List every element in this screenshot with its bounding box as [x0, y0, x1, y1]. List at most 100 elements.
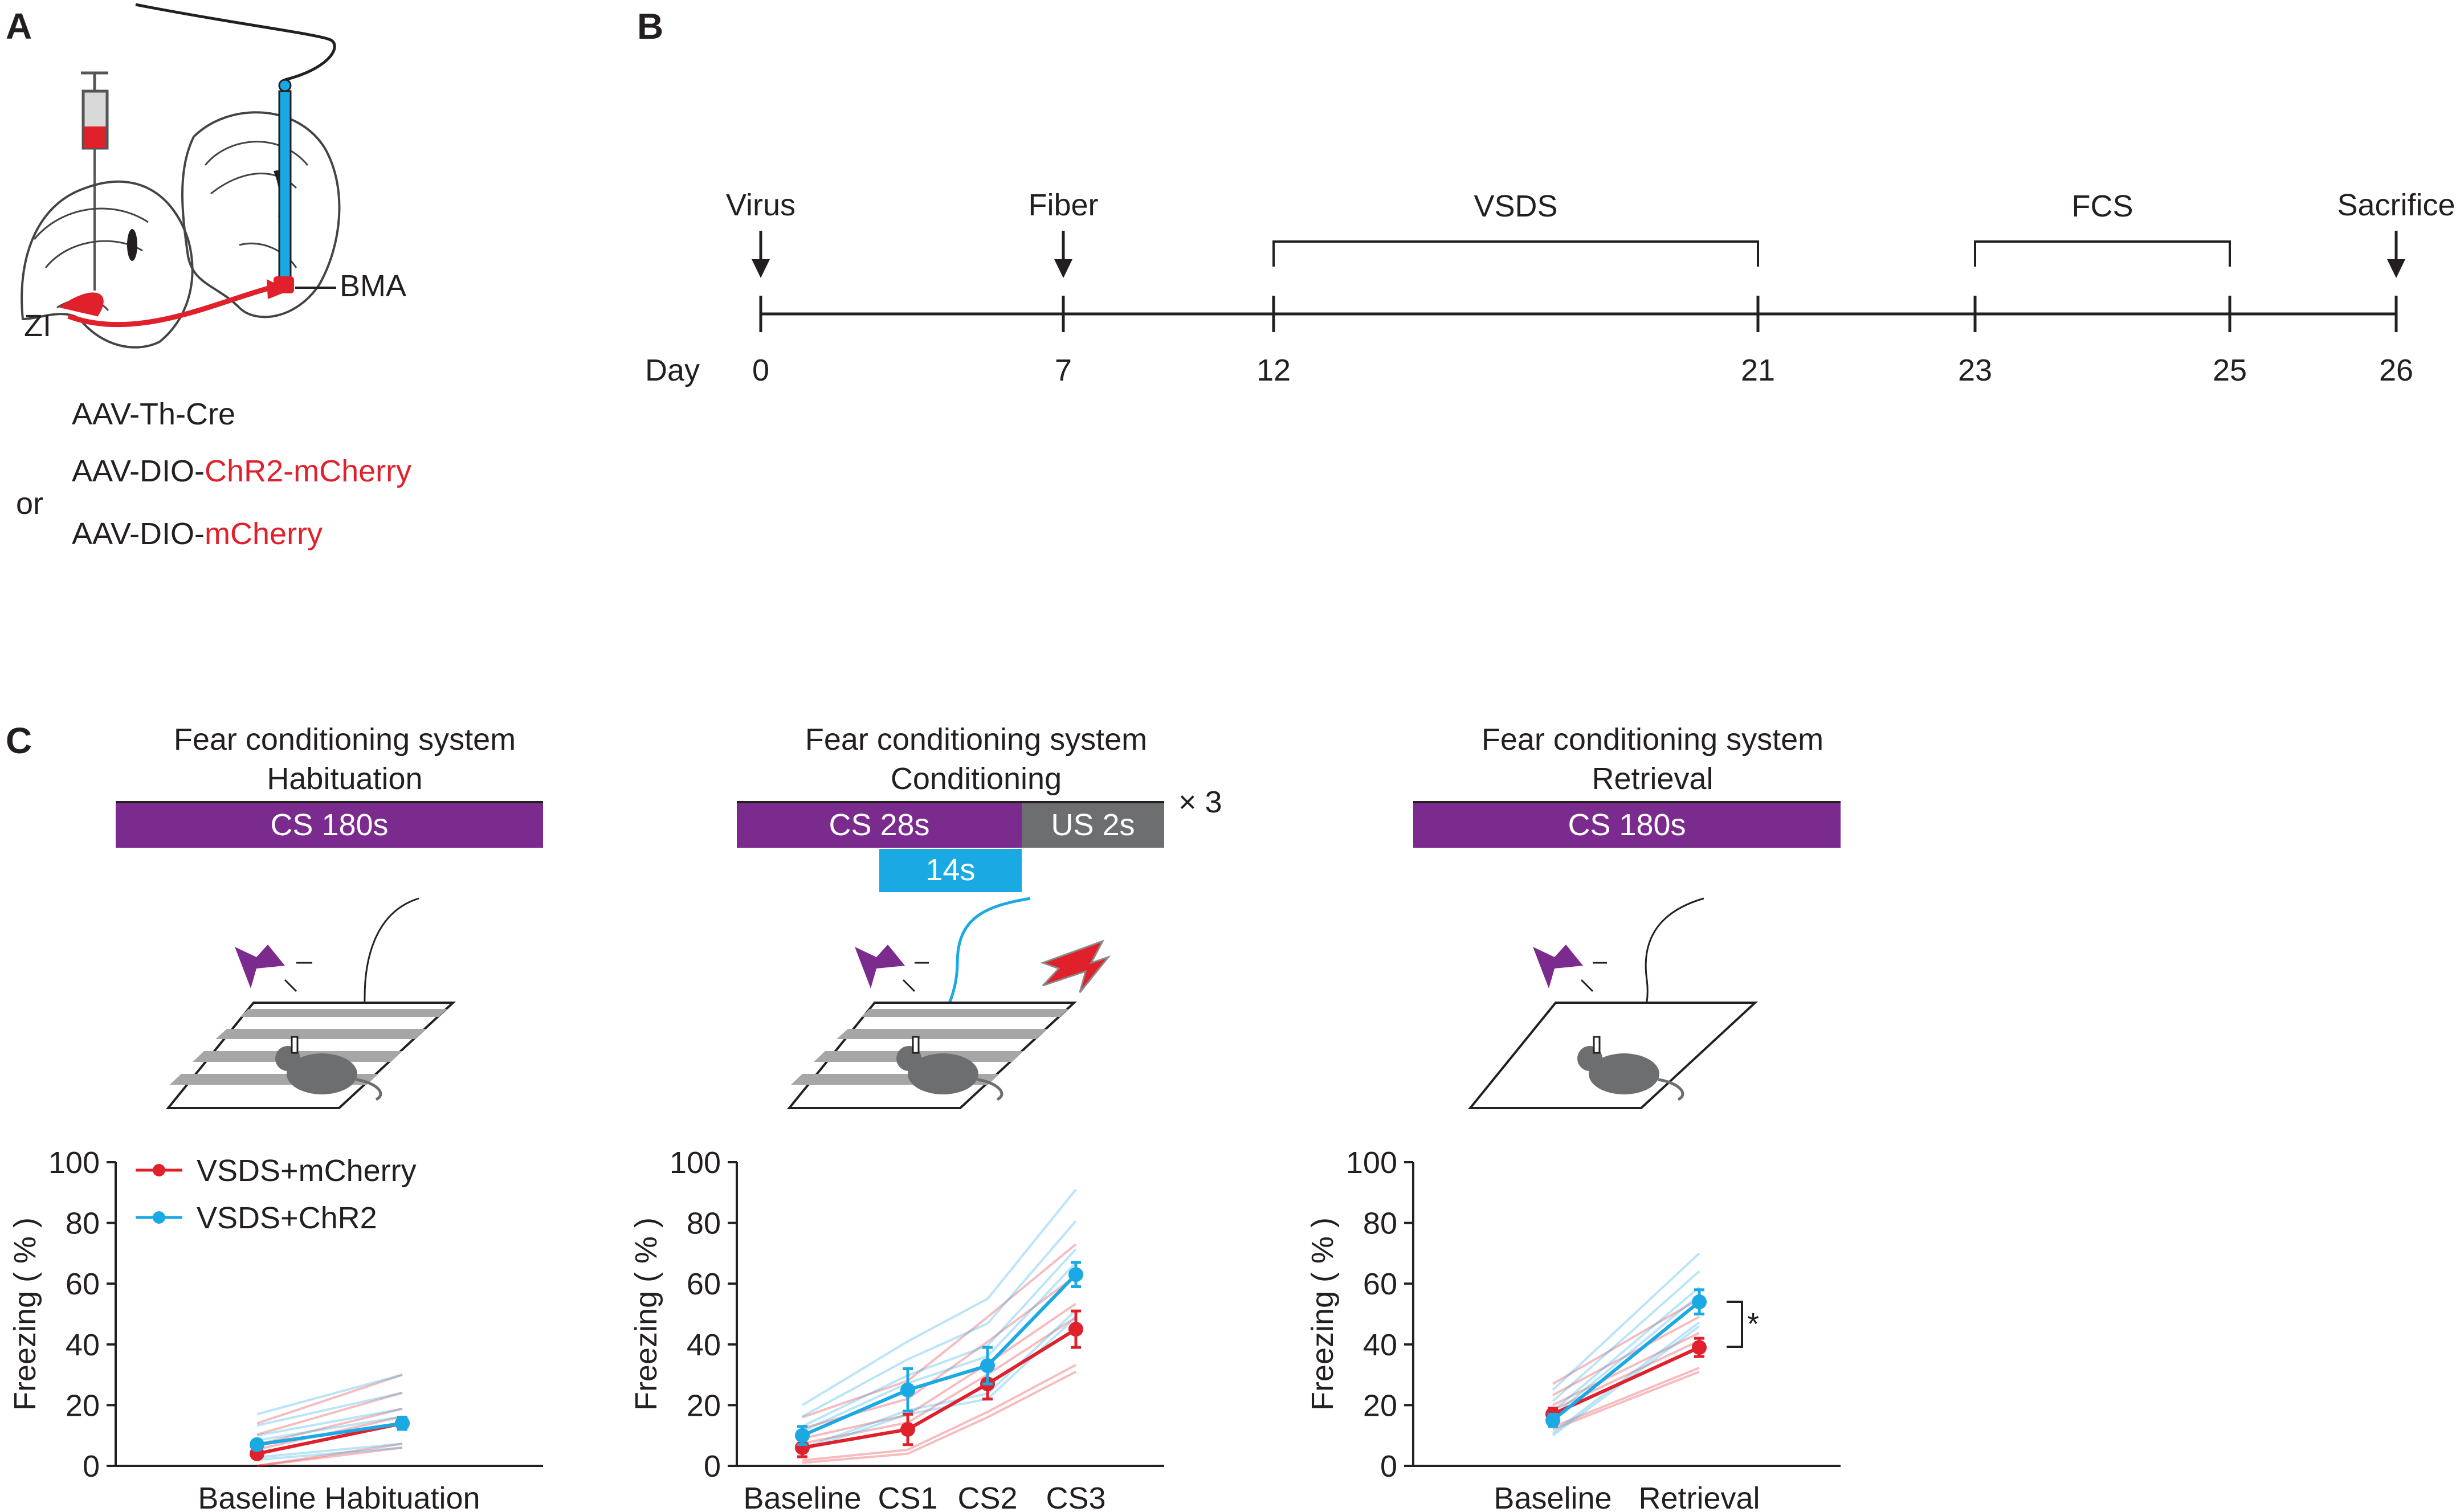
y-tick-label: 60: [66, 1267, 100, 1301]
y-tick-label: 20: [1363, 1388, 1397, 1423]
series-line: [1552, 1300, 1700, 1422]
individual-trace: [256, 1446, 403, 1461]
panel-b-letter: B: [637, 6, 663, 47]
y-tick-label: 80: [66, 1207, 100, 1241]
individual-trace: [256, 1415, 403, 1442]
individual-trace: [802, 1316, 1077, 1452]
retrieval-protocol-bar: CS 180s: [1413, 801, 1841, 848]
x-tick-label: CS3: [1046, 1481, 1105, 1512]
individual-trace: [256, 1374, 403, 1416]
chart-legend: VSDS+mCherry VSDS+ChR2: [136, 1154, 417, 1235]
individual-trace: [256, 1442, 403, 1459]
speaker-icon: [235, 945, 312, 992]
timeline-day-value: 23: [1958, 353, 1992, 387]
syringe-icon: [81, 71, 109, 291]
y-axis-label: Freezing ( % ): [629, 1217, 663, 1411]
virus-3-label: AAV-DIO-mCherry: [72, 517, 323, 551]
panel-a-letter: A: [6, 6, 32, 47]
retrieval-freezing-chart: 0 20 40 60 80 100 Baseline Retrieval Freezing ( …: [1306, 1146, 1841, 1512]
conditioning-arena-illustration: [786, 897, 1111, 1109]
y-tick-label: 60: [1363, 1267, 1397, 1301]
y-tick-label: 40: [66, 1328, 100, 1362]
data-point: [900, 1382, 915, 1397]
conditioning-title-line2: Conditioning: [891, 762, 1062, 796]
data-point: [1692, 1340, 1707, 1355]
experiment-timeline: Day 0 7 12 21 23 25 26 Virus Fiber Sacrifice VSDS F…: [645, 188, 2455, 387]
individual-trace: [1552, 1321, 1700, 1435]
y-tick-label: 60: [687, 1267, 721, 1301]
individual-trace: [802, 1220, 1077, 1417]
data-point: [795, 1428, 810, 1443]
individual-trace: [256, 1442, 403, 1467]
y-tick-label: 0: [83, 1449, 100, 1484]
timeline-day-value: 26: [2379, 353, 2413, 387]
timeline-arrow-icon: [2387, 259, 2405, 278]
timeline-event-label: Sacrifice: [2337, 188, 2455, 222]
conditioning-light-label: 14s: [925, 853, 975, 887]
data-point: [900, 1422, 915, 1437]
retrieval-title-line1: Fear conditioning system: [1482, 722, 1823, 757]
series-line: [1552, 1346, 1700, 1416]
panel-c-letter: C: [6, 720, 32, 761]
series-line: [256, 1421, 403, 1446]
individual-trace: [1552, 1252, 1700, 1391]
timeline-event-label: Virus: [726, 188, 795, 222]
timeline-bracket-label: FCS: [2072, 189, 2133, 223]
individual-trace: [802, 1302, 1077, 1440]
mouse-icon: [896, 1036, 1003, 1101]
individual-trace: [256, 1407, 403, 1437]
data-point: [1068, 1322, 1083, 1337]
data-point: [1545, 1413, 1560, 1428]
legend-mcherry-label: VSDS+mCherry: [197, 1154, 417, 1188]
individual-trace: [1552, 1367, 1700, 1428]
mouse-icon: [1577, 1036, 1684, 1101]
significance-bracket: *: [1727, 1301, 1759, 1348]
data-point: [250, 1437, 264, 1452]
individual-trace: [802, 1261, 1077, 1433]
individual-trace: [1552, 1298, 1700, 1385]
individual-trace: [256, 1391, 403, 1427]
individual-trace: [1552, 1315, 1700, 1396]
virus-1-label: AAV-Th-Cre: [72, 397, 235, 431]
conditioning-us-label: US 2s: [1051, 808, 1135, 842]
y-axis-label: Freezing ( % ): [1306, 1217, 1340, 1411]
speaker-icon: [1533, 945, 1607, 992]
virus-2-label: AAV-DIO-ChR2-mCherry: [72, 454, 411, 488]
timeline-arrow-icon: [752, 259, 770, 278]
habituation-cs-label: CS 180s: [270, 808, 388, 842]
x-tick-label: Retrieval: [1638, 1481, 1760, 1512]
timeline-day-value: 12: [1256, 353, 1291, 387]
timeline-day-value: 0: [752, 353, 769, 387]
brain-schematic: [21, 3, 341, 349]
individual-trace: [802, 1248, 1077, 1428]
data-point: [395, 1416, 410, 1431]
x-tick-label: Baseline: [743, 1481, 861, 1512]
individual-trace: [1552, 1370, 1700, 1431]
timeline-bracket-label: VSDS: [1474, 189, 1557, 223]
habituation-title-line1: Fear conditioning system: [174, 722, 516, 757]
individual-trace: [1552, 1294, 1700, 1417]
timeline-bracket: [1272, 240, 1759, 267]
data-point: [980, 1358, 995, 1374]
conditioning-title-line1: Fear conditioning system: [805, 722, 1147, 757]
conditioning-cs-label: CS 28s: [829, 808, 929, 842]
region-zi-label: ZI: [24, 309, 51, 343]
data-point: [1068, 1267, 1083, 1282]
x-tick-label: CS1: [878, 1481, 937, 1512]
individual-trace: [256, 1391, 403, 1436]
speaker-icon: [855, 945, 929, 992]
legend-chr2-label: VSDS+ChR2: [197, 1201, 377, 1235]
y-tick-label: 100: [1346, 1146, 1397, 1180]
significance-star: *: [1747, 1307, 1759, 1341]
timeline-bracket: [1974, 240, 2231, 267]
individual-trace: [256, 1374, 403, 1425]
y-tick-label: 40: [1363, 1328, 1397, 1362]
timeline-day-value: 21: [1741, 353, 1775, 387]
habituation-freezing-chart: 0 20 40 60 80 100 Baseline Habituation Freezing …: [8, 1146, 543, 1512]
individual-trace: [802, 1243, 1077, 1419]
data-point: [1692, 1294, 1707, 1310]
individual-trace: [802, 1316, 1077, 1445]
y-tick-label: 80: [687, 1207, 721, 1241]
individual-trace: [801, 1188, 1077, 1407]
